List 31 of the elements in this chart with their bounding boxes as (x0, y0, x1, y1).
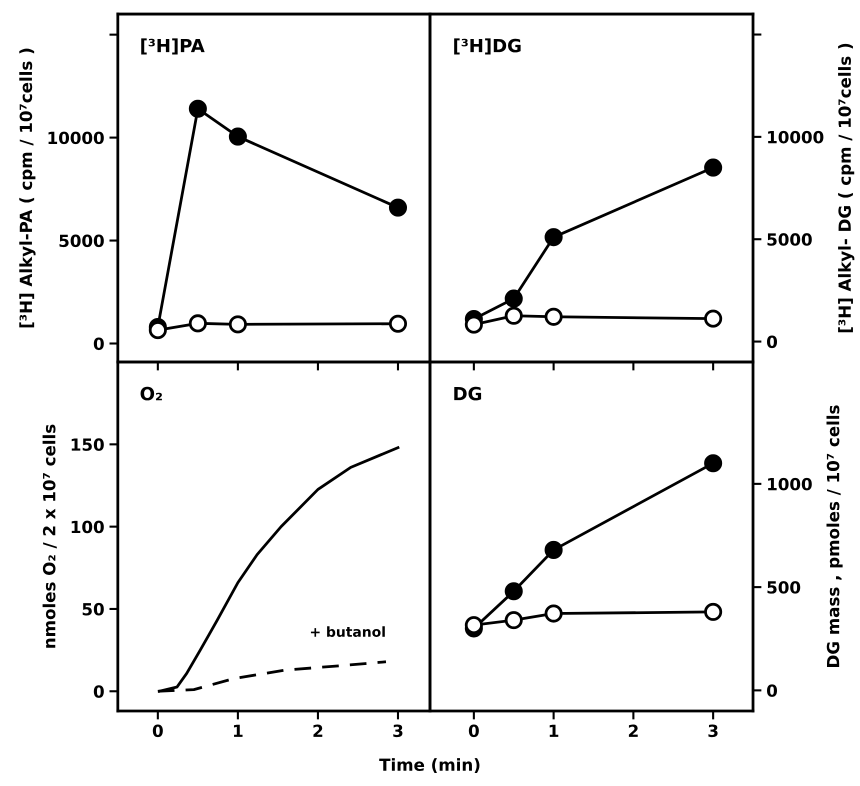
y2-tick-label: 0 (767, 684, 778, 697)
x-tick-label: 3 (708, 724, 718, 738)
x-axis-title: Time (min) (379, 758, 480, 773)
x-tick-label: 1 (550, 724, 558, 737)
x-tick-label: 0 (152, 724, 163, 738)
x-tick-label: 2 (313, 724, 322, 737)
x-tick-label: 0 (468, 724, 479, 738)
y2-axis-title: DG mass , pmoles / 10⁷ cells (826, 405, 843, 667)
x-tick-label: 3 (393, 724, 402, 738)
y-tick-label: 0 (94, 337, 104, 350)
text: [³H]DG (454, 38, 521, 55)
y2-tick-label: 0 (767, 336, 778, 348)
text: [³H]PA (141, 38, 205, 55)
y2-tick-label: 1000 (768, 478, 812, 490)
y-tick-label: 100 (72, 520, 104, 534)
y-tick-label: 150 (72, 438, 104, 451)
x-tick-label: 2 (628, 724, 638, 737)
series-label: + butanol (310, 626, 385, 637)
y2-tick-label: 5000 (767, 233, 812, 246)
text: DG (454, 386, 482, 400)
y2-tick-label: 10000 (768, 130, 824, 144)
text: O₂ (140, 386, 162, 400)
x-tick-label: 1 (234, 724, 243, 737)
y-axis-title: nmoles O₂ / 2 x 10⁷ cells (42, 424, 57, 648)
y-tick-label: 0 (94, 685, 104, 698)
y-tick-label: 50 (82, 602, 104, 616)
y2-axis-title: [³H] Alkyl- DG ( cpm / 10⁷cells ) (838, 44, 854, 332)
y-axis-title: [³H] Alkyl-PA ( cpm / 10⁷cells ) (19, 48, 36, 328)
y-tick-label: 5000 (60, 234, 104, 248)
y2-tick-label: 500 (767, 581, 800, 594)
y-tick-label: 10000 (48, 132, 104, 144)
